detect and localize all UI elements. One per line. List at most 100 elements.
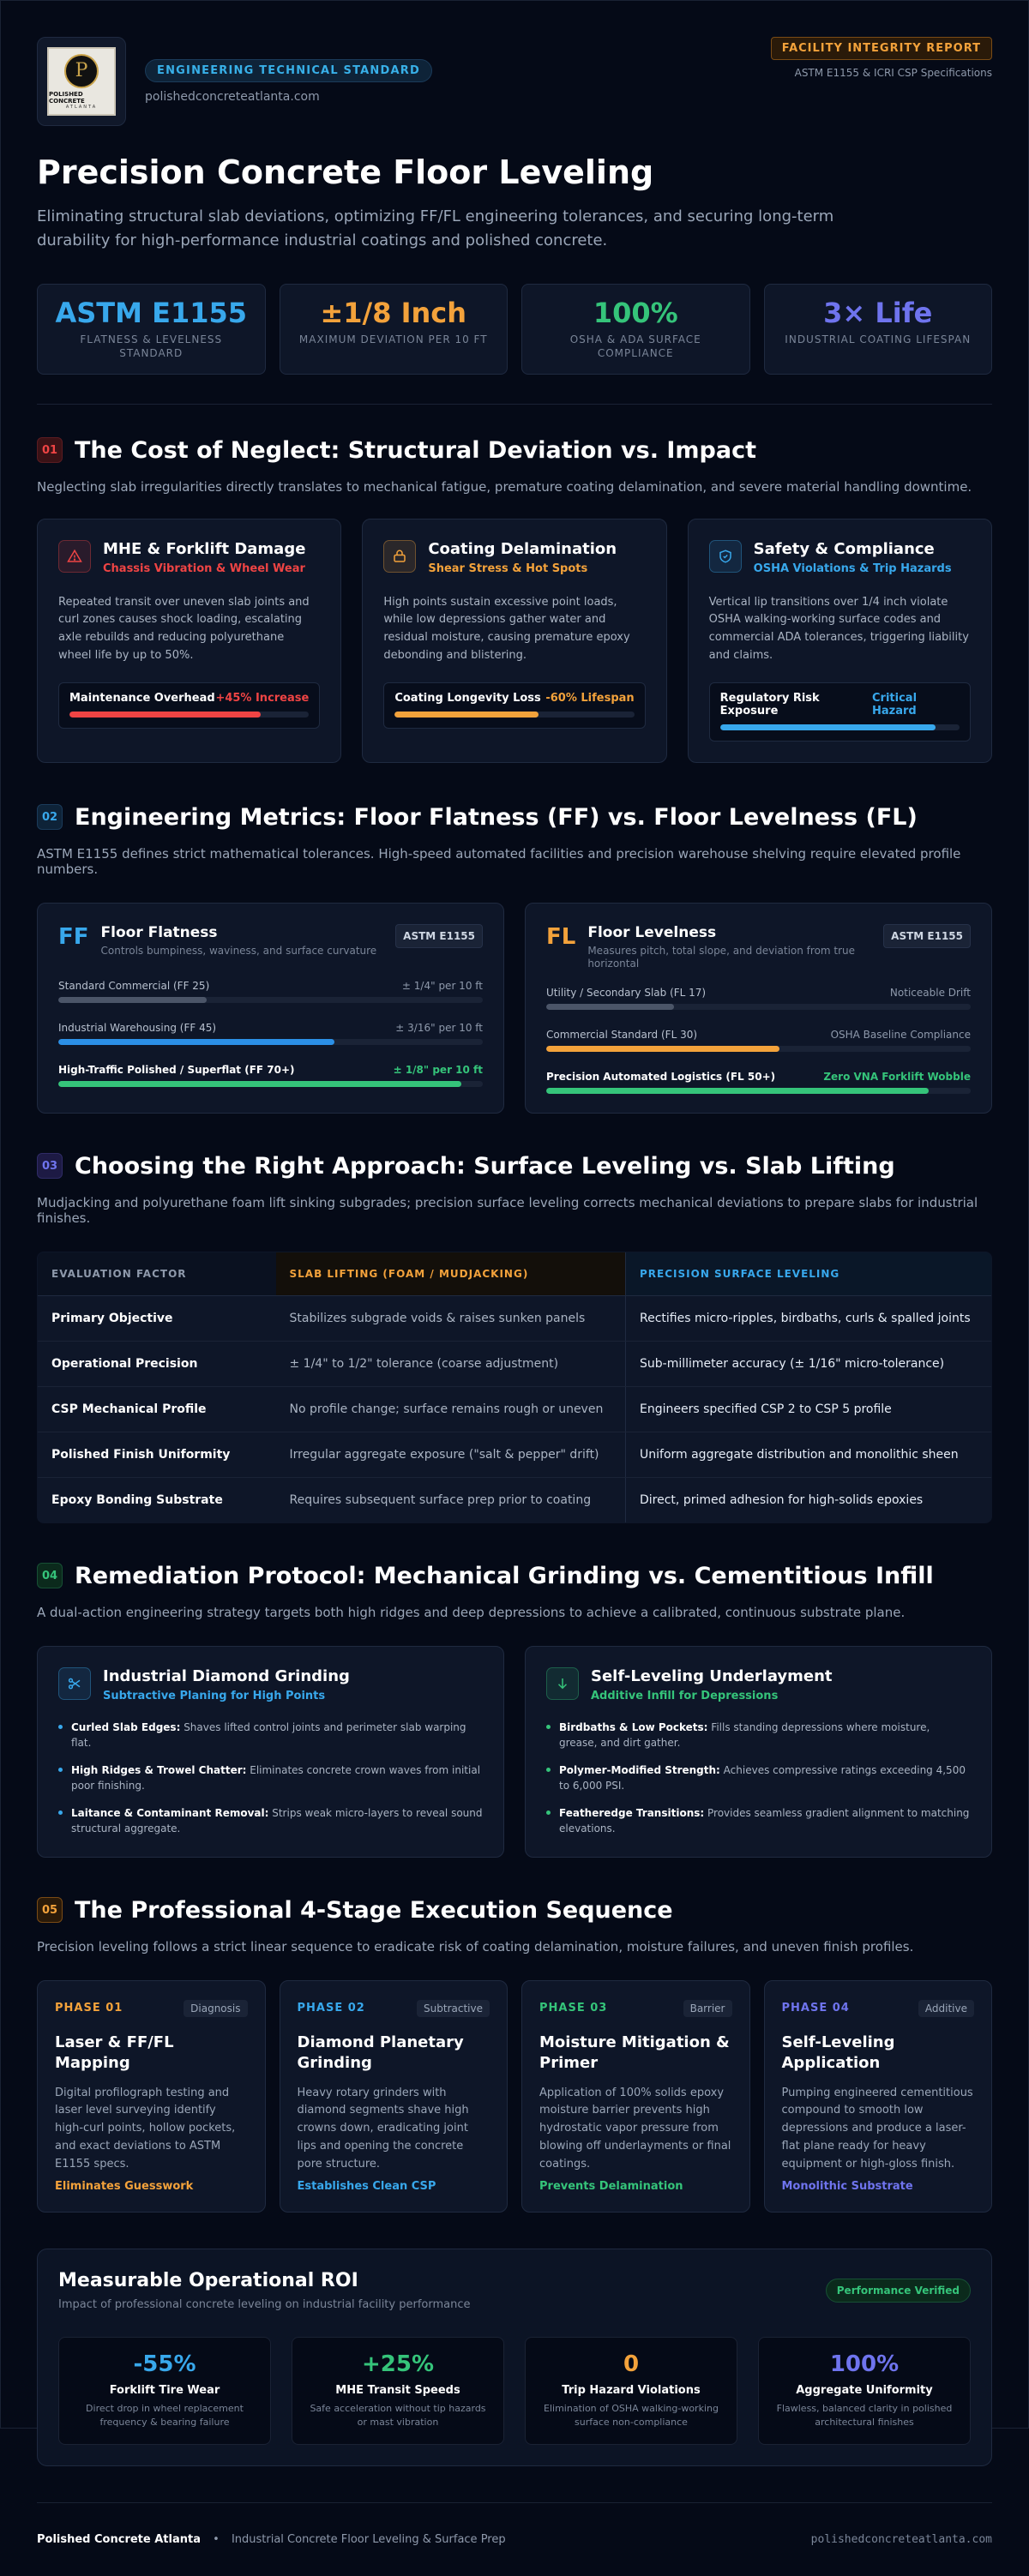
footer-brand[interactable]: Polished Concrete Atlanta [37, 2532, 201, 2546]
ff-heading: Floor Flatness Controls bumpiness, wavine… [101, 924, 377, 958]
meter-value: -60% Lifespan [545, 691, 635, 705]
site-domain[interactable]: polishedconcreteatlanta.com [145, 90, 320, 104]
row-factor: Primary Objective [38, 1295, 276, 1342]
header: P POLISHED CONCRETE ATLANTA ENGINEERING … [37, 37, 992, 126]
meter-fill [719, 724, 936, 730]
phase-body: Digital profilograph testing and laser l… [55, 2086, 236, 2171]
warning-icon [58, 539, 91, 573]
meter-row: Regulatory Risk Exposure Critical Hazard [720, 692, 960, 718]
table-row: Operational Precision ± 1/4" to 1/2" tole… [38, 1341, 991, 1387]
phase-outcome: Prevents Delamination [539, 2179, 683, 2193]
meter-value: Critical Hazard [872, 691, 918, 718]
list-item-text: Featheredge Transitions: Provides seamle… [559, 1805, 971, 1836]
metric-subtitle: Measures pitch, total slope, and deviati… [587, 944, 856, 970]
tolerance-bar [58, 997, 483, 1004]
list-item: High Ridges & Trowel Chatter: Eliminates… [58, 1762, 483, 1793]
tolerance-label: Utility / Secondary Slab (FL 17) [546, 986, 707, 999]
stat-value: 100% [593, 296, 678, 329]
card-title: MHE & Forklift Damage [103, 539, 306, 558]
meter-bar [719, 724, 960, 730]
bullet-dot [58, 1724, 63, 1729]
phase-outcome: Monolithic Substrate [781, 2179, 913, 2193]
roi-label: Aggregate Uniformity [796, 2383, 933, 2397]
stat-card: 100% OSHA & ADA SURFACE COMPLIANCE [521, 283, 750, 375]
phase-body: Application of 100% solids epoxy moistur… [539, 2086, 731, 2171]
roi-subtitle: Impact of professional concrete leveling… [58, 2297, 471, 2311]
logo-subtext: ATLANTA [65, 104, 98, 110]
tolerance-row: Commercial Standard (FL 30) OSHA Baseline… [546, 1029, 971, 1041]
row-surface-leveling: Sub-millimeter accuracy (± 1/16" micro-t… [625, 1341, 991, 1387]
bullet-dot [546, 1810, 551, 1815]
tolerance-label: Industrial Warehousing (FF 45) [58, 1022, 217, 1035]
section-header-approach: 03 Choosing the Right Approach: Surface … [37, 1153, 992, 1180]
logo[interactable]: P POLISHED CONCRETE ATLANTA [37, 37, 126, 126]
section-header-sequence: 05 The Professional 4-Stage Execution Se… [37, 1897, 992, 1924]
impact-card: MHE & Forklift Damage Chassis Vibration &… [37, 518, 342, 763]
stat-value: 3× Life [823, 296, 933, 329]
list-item-detail: Strips weak micro-layers to reveal sound… [71, 1806, 483, 1834]
list-item-text: Laitance & Contaminant Removal: Strips w… [71, 1805, 483, 1836]
roi-description: Elimination of OSHA walking-working surf… [544, 2402, 719, 2429]
phase-tag: Barrier [683, 1999, 732, 2017]
card-subtitle: Additive Infill for Depressions [591, 1689, 779, 1702]
card-heading: Safety & Compliance OSHA Violations & Tri… [754, 540, 952, 575]
performance-verified-badge: Performance Verified [825, 2278, 971, 2303]
page-title: Precision Concrete Floor Leveling [37, 153, 654, 191]
phase-card: PHASE 02 Subtractive Diamond Planetary Gri… [279, 1979, 508, 2213]
list-item-text: High Ridges & Trowel Chatter: Eliminates… [71, 1762, 483, 1793]
row-slab-lifting: No profile change; surface remains rough… [275, 1386, 626, 1432]
card-heading: Industrial Diamond Grinding Subtractive P… [103, 1667, 350, 1702]
logo-monogram-icon: P [64, 53, 99, 88]
card-body: Vertical lip transitions over 1/4 inch v… [708, 595, 969, 662]
phase-body: Heavy rotary grinders with diamond segme… [297, 2086, 469, 2171]
meter-bar [394, 711, 635, 718]
ff-header: FL Floor Levelness Measures pitch, total s… [546, 923, 971, 971]
report-badge: FACILITY INTEGRITY REPORT [770, 37, 992, 60]
tolerance-row: Utility / Secondary Slab (FL 17) Noticeab… [546, 987, 971, 999]
bullet-dot [58, 1810, 63, 1815]
list-item: Polymer-Modified Strength: Achieves comp… [546, 1762, 971, 1793]
meter-bar [69, 711, 310, 718]
impact-meter: Regulatory Risk Exposure Critical Hazard [708, 682, 971, 742]
roi-title: Measurable Operational ROI [58, 2269, 358, 2291]
card-header: MHE & Forklift Damage Chassis Vibration &… [58, 539, 320, 575]
card-heading: Self-Leveling Underlayment Additive Infil… [591, 1667, 833, 1702]
row-surface-leveling: Uniform aggregate distribution and monol… [625, 1432, 991, 1478]
meter-fill [69, 711, 262, 718]
meter-row: Coating Longevity Loss -60% Lifespan [394, 692, 634, 705]
floor-flatness-card: FF Floor Flatness Controls bumpiness, wavi… [37, 902, 504, 1114]
list-item-detail: Eliminates concrete crown waves from ini… [71, 1763, 481, 1792]
list-item-term: Curled Slab Edges: [71, 1720, 181, 1733]
metric-subtitle: Controls bumpiness, waviness, and surfac… [100, 944, 377, 957]
section-title: Remediation Protocol: Mechanical Grindin… [75, 1562, 934, 1589]
list-item: Curled Slab Edges: Shaves lifted control… [58, 1720, 483, 1750]
tolerance-label: Commercial Standard (FL 30) [546, 1028, 698, 1041]
section-number: 03 [37, 1153, 63, 1180]
footer-domain[interactable]: polishedconcreteatlanta.com [810, 2532, 992, 2546]
card-body: Repeated transit over uneven slab joints… [58, 595, 310, 662]
report-subtitle: ASTM E1155 & ICRI CSP Specifications [794, 67, 992, 79]
header-factor: EVALUATION FACTOR [38, 1252, 276, 1296]
section-number: 05 [37, 1897, 63, 1924]
stats-row: ASTM E1155 FLATNESS & LEVELNESS STANDARD ±… [37, 283, 992, 375]
meter-label: Coating Longevity Loss [394, 691, 541, 705]
roi-value: 0 [623, 2351, 640, 2377]
section-header-cost: 01 The Cost of Neglect: Structural Devia… [37, 437, 992, 464]
table-row: Polished Finish Uniformity Irregular aggr… [38, 1432, 991, 1478]
table-header-row: EVALUATION FACTOR SLAB LIFTING (FOAM / M… [38, 1252, 991, 1296]
metric-title: Floor Levelness [587, 923, 717, 941]
list-item-detail: Shaves lifted control joints and perimet… [71, 1720, 466, 1749]
list-item-term: Polymer-Modified Strength: [559, 1763, 720, 1776]
bullet-dot [58, 1767, 63, 1772]
card-title: Self-Leveling Underlayment [591, 1666, 833, 1685]
table-row: Epoxy Bonding Substrate Requires subseque… [38, 1477, 991, 1522]
section-header-remediation: 04 Remediation Protocol: Mechanical Grin… [37, 1563, 992, 1589]
tolerance-bar [546, 1045, 971, 1052]
card-title: Safety & Compliance [753, 539, 935, 558]
meter-value: +45% Increase [215, 691, 310, 705]
shield-icon [708, 539, 742, 573]
meter-row: Maintenance Overhead +45% Increase [69, 692, 309, 705]
section-description: Precision leveling follows a strict line… [37, 1938, 914, 1955]
tolerance-bar [58, 1081, 483, 1088]
floor-levelness-card: FL Floor Levelness Measures pitch, total s… [525, 902, 992, 1114]
